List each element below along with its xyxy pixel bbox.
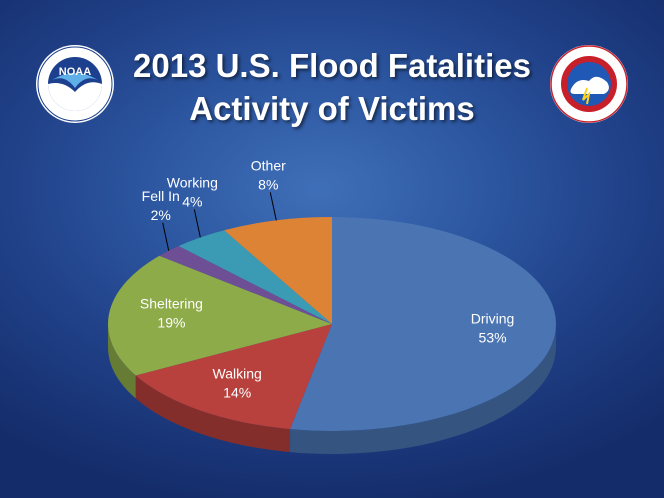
pie-slice-walking (135, 324, 332, 430)
data-label-sheltering-name: Sheltering (140, 296, 203, 312)
data-label-walking-value: 14% (223, 384, 251, 400)
data-labels: Driving 53% Walking 14% Sheltering 19% Fell In… (140, 157, 514, 400)
data-label-driving-name: Driving (471, 310, 515, 326)
chart-title-line-2: Activity of Victims (189, 90, 475, 127)
pie-slice-fell-in (159, 246, 332, 324)
noaa-logo-text: NOAA (59, 66, 91, 78)
data-label-fell-in-value: 2% (151, 207, 171, 223)
leader-line-other (269, 192, 277, 221)
nws-logo (550, 45, 628, 123)
pie-slice-sheltering (108, 255, 333, 376)
pie-slice-driving (290, 217, 557, 431)
data-label-driving-value: 53% (479, 329, 507, 345)
pie-sides (108, 324, 556, 454)
pie-slices (108, 217, 557, 431)
data-label-sheltering-value: 19% (157, 315, 185, 331)
pie-side-walking (135, 375, 291, 453)
data-label-other-name: Other (251, 157, 286, 173)
pie-side-driving (290, 324, 556, 454)
noaa-logo: NOAA (36, 45, 114, 123)
leader-lines (162, 192, 277, 251)
data-label-other-value: 8% (258, 176, 278, 192)
data-label-working-name: Working (167, 174, 218, 190)
chart-title-line-1: 2013 U.S. Flood Fatalities (133, 47, 531, 84)
pie-slice-working (178, 230, 332, 324)
data-label-fell-in-name: Fell In (142, 188, 180, 204)
leader-line-working (193, 209, 201, 238)
pie-slice-other (224, 217, 332, 324)
pie-side-sheltering (108, 324, 136, 399)
data-label-working-value: 4% (182, 193, 202, 209)
data-label-walking-name: Walking (213, 365, 262, 381)
leader-line-fell-in (162, 222, 170, 251)
